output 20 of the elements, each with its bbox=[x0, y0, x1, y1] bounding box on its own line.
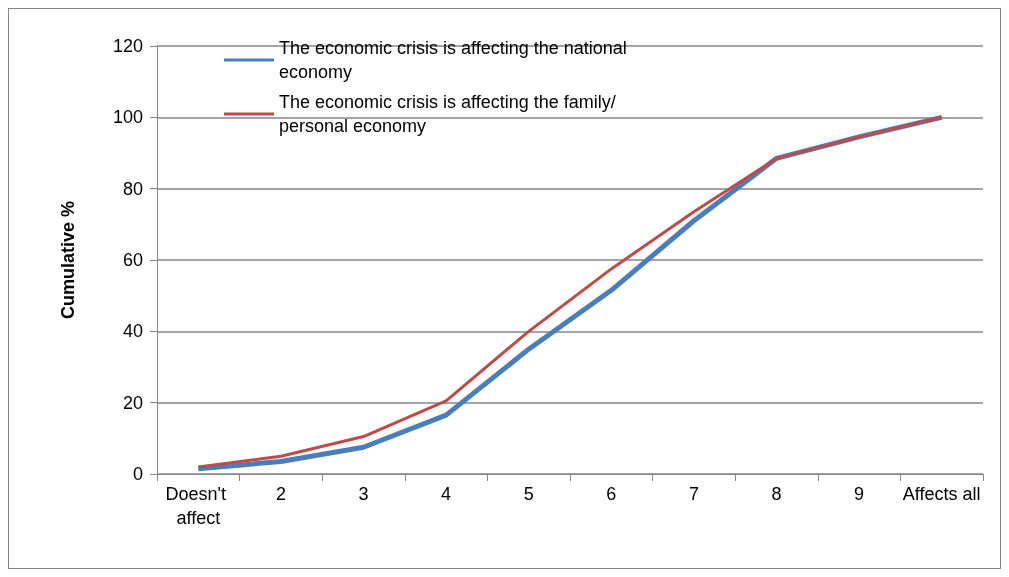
x-tick-label: 5 bbox=[523, 484, 534, 504]
y-tick-label: 20 bbox=[122, 392, 143, 413]
y-tick-label: 100 bbox=[112, 107, 143, 128]
x-tick-label: Doesn't affect bbox=[165, 484, 232, 528]
x-tick-label: 2 bbox=[275, 484, 286, 504]
x-tick-label: 4 bbox=[441, 484, 452, 504]
x-tick-label: 6 bbox=[606, 484, 617, 504]
x-tick-label: 7 bbox=[688, 484, 699, 504]
y-tick-label: 60 bbox=[122, 250, 143, 270]
x-tick-label: Affects all bbox=[902, 484, 981, 504]
x-tick-label: 9 bbox=[854, 484, 865, 504]
y-tick-label: 40 bbox=[122, 321, 143, 342]
x-tick-label: 8 bbox=[771, 484, 782, 504]
x-tick-label: 3 bbox=[358, 484, 369, 504]
y-tick-label: 120 bbox=[112, 36, 143, 56]
legend-label: The economic crisis is affecting the family/personal economy bbox=[279, 92, 616, 136]
y-axis-title: Cumulative % bbox=[58, 200, 78, 320]
y-tick-label: 0 bbox=[132, 464, 143, 484]
y-tick-label: 80 bbox=[122, 178, 143, 199]
legend-label: The economic crisis is affecting the national economy bbox=[279, 38, 632, 82]
